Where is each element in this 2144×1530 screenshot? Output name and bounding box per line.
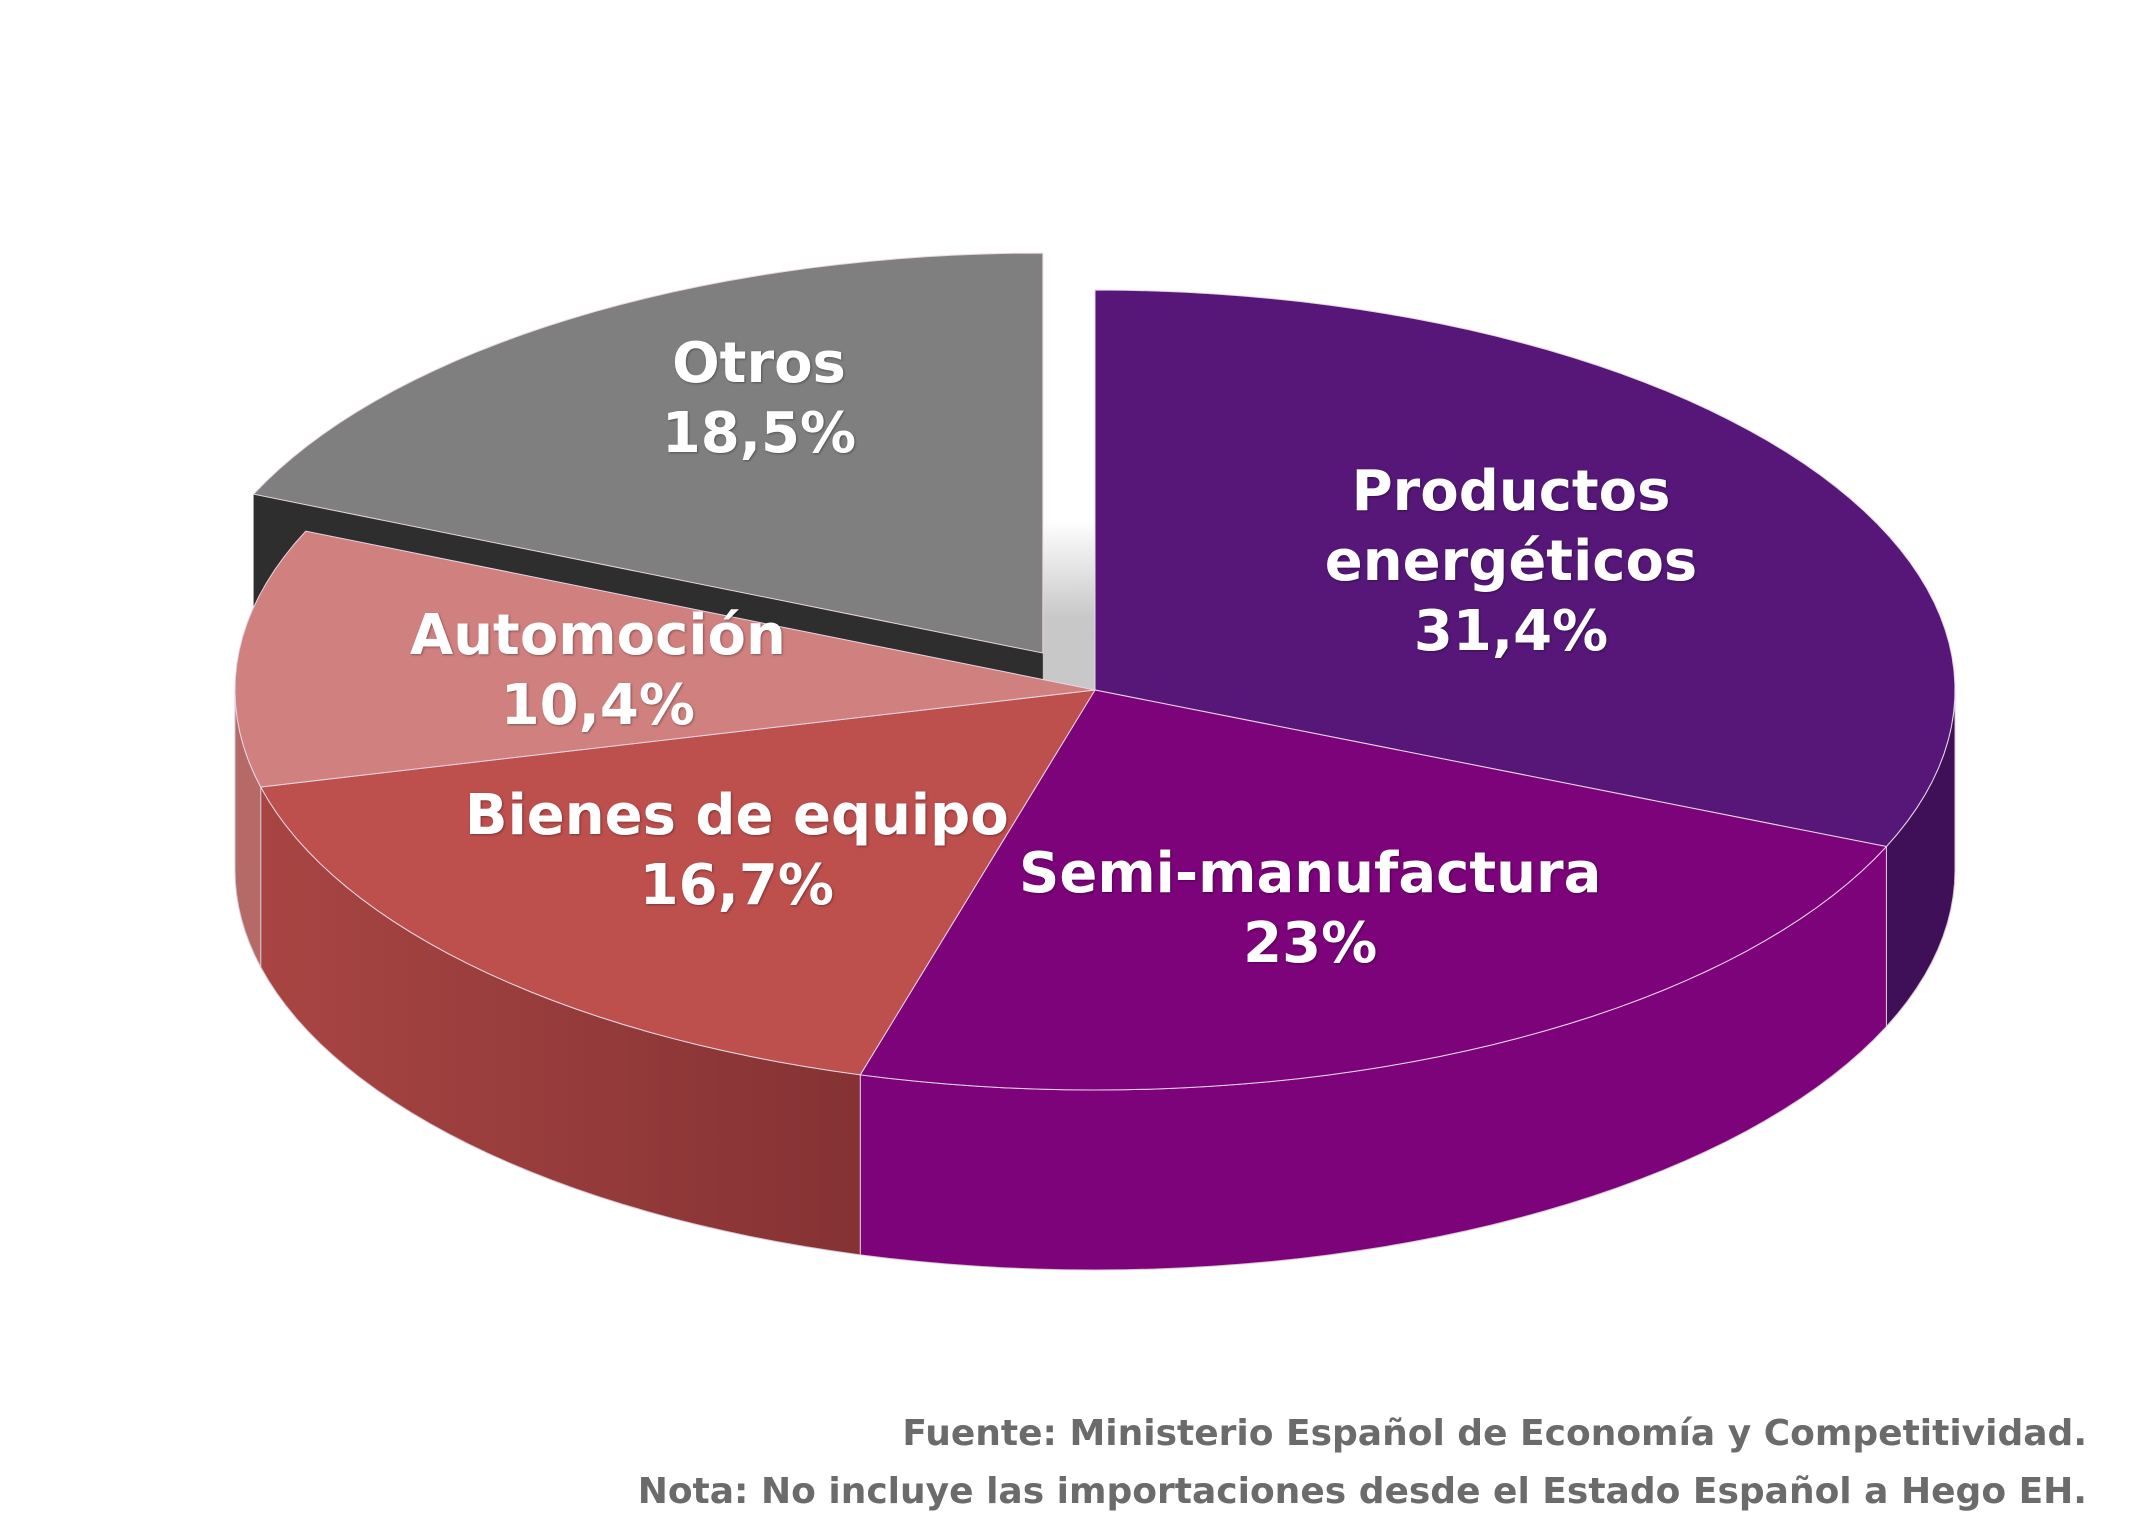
slice-value: 31,4% <box>1413 599 1609 665</box>
slice-label-0: Productos energéticos 31,4% <box>1325 457 1697 667</box>
slice-name: Productos <box>1351 459 1671 525</box>
slice-bienes-de-equipo <box>259 689 1096 1076</box>
slice-name: Bienes de equipo <box>464 783 1009 849</box>
slice-value: 16,7% <box>639 853 834 919</box>
slice-label-1: Semi-manufactura 23% <box>1019 839 1601 979</box>
slice-name: Automoción <box>409 603 786 669</box>
slice-semi-manufactura <box>859 689 1888 1091</box>
slice-name: Otros <box>672 331 846 397</box>
slice-name: Semi-manufactura <box>1019 841 1602 907</box>
slice-name: energéticos <box>1324 529 1698 595</box>
slice-value: 18,5% <box>661 401 857 467</box>
slice-label-4: Otros 18,5% <box>662 329 856 469</box>
slice-otros <box>252 252 1044 654</box>
slice-label-3: Automoción 10,4% <box>410 601 786 741</box>
source-note: Fuente: Ministerio Español de Economía y… <box>902 1413 2087 1454</box>
slice-label-2: Bienes de equipo 16,7% <box>465 781 1009 921</box>
slice-value: 10,4% <box>500 673 695 739</box>
slice-productos-energ-ticos <box>1094 289 1956 848</box>
slice-automoci-n <box>234 530 1096 788</box>
footnotes: Fuente: Ministerio Español de Economía y… <box>638 1405 2087 1521</box>
exclusion-note: Nota: No incluye las importaciones desde… <box>637 1471 2087 1512</box>
slice-value: 23% <box>1243 911 1378 977</box>
